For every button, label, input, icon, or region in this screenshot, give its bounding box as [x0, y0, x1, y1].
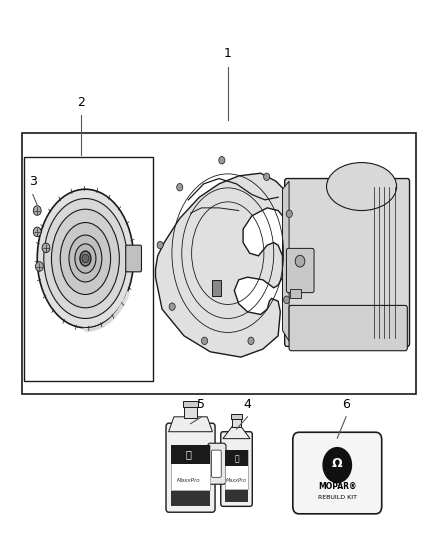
Polygon shape — [283, 181, 289, 341]
Bar — [225, 450, 248, 489]
Bar — [171, 491, 210, 506]
Circle shape — [286, 210, 292, 217]
Text: ⓜ: ⓜ — [185, 450, 191, 459]
Text: MOPAR®: MOPAR® — [318, 482, 357, 491]
FancyBboxPatch shape — [208, 443, 226, 484]
Polygon shape — [223, 426, 250, 439]
FancyBboxPatch shape — [221, 432, 252, 506]
Bar — [212, 280, 221, 296]
Ellipse shape — [326, 163, 397, 211]
Text: 3: 3 — [29, 175, 37, 188]
FancyBboxPatch shape — [285, 179, 410, 346]
Text: 2: 2 — [77, 96, 85, 109]
Ellipse shape — [60, 223, 110, 294]
Circle shape — [295, 255, 305, 267]
Text: MaxxPro: MaxxPro — [177, 478, 200, 483]
Bar — [225, 450, 248, 466]
Circle shape — [177, 183, 183, 191]
Bar — [183, 401, 198, 407]
FancyBboxPatch shape — [166, 423, 215, 512]
Circle shape — [219, 157, 225, 164]
Ellipse shape — [75, 244, 96, 273]
FancyBboxPatch shape — [212, 450, 221, 478]
Text: 1: 1 — [224, 47, 232, 60]
Ellipse shape — [80, 251, 91, 266]
Bar — [232, 418, 241, 427]
FancyBboxPatch shape — [289, 305, 407, 351]
Bar — [184, 406, 197, 418]
Bar — [171, 445, 210, 490]
FancyBboxPatch shape — [293, 432, 381, 514]
Circle shape — [42, 243, 50, 253]
Bar — [171, 445, 210, 464]
Ellipse shape — [51, 209, 119, 308]
Bar — [231, 414, 242, 419]
Text: ⓜ: ⓜ — [234, 454, 239, 463]
Ellipse shape — [37, 189, 134, 328]
Bar — [225, 490, 248, 502]
Circle shape — [169, 303, 175, 310]
Circle shape — [201, 337, 208, 344]
FancyBboxPatch shape — [286, 248, 314, 293]
Polygon shape — [155, 173, 293, 357]
Ellipse shape — [69, 235, 102, 282]
Circle shape — [33, 227, 41, 237]
Text: 6: 6 — [342, 399, 350, 411]
Text: Ω: Ω — [332, 457, 343, 471]
Text: 5: 5 — [198, 399, 205, 411]
Text: 4: 4 — [244, 399, 251, 411]
Polygon shape — [169, 417, 212, 432]
Circle shape — [283, 296, 290, 304]
Circle shape — [33, 206, 41, 215]
Circle shape — [35, 262, 43, 271]
Circle shape — [82, 254, 89, 263]
Text: MaxxPro: MaxxPro — [226, 478, 247, 483]
Bar — [290, 289, 301, 298]
Circle shape — [248, 337, 254, 344]
Ellipse shape — [44, 199, 127, 318]
FancyBboxPatch shape — [126, 245, 141, 272]
Bar — [24, 157, 153, 381]
Circle shape — [157, 241, 163, 249]
Circle shape — [264, 173, 270, 181]
Bar — [22, 133, 416, 394]
Circle shape — [322, 447, 352, 483]
Text: REBUILD KIT: REBUILD KIT — [318, 495, 357, 499]
